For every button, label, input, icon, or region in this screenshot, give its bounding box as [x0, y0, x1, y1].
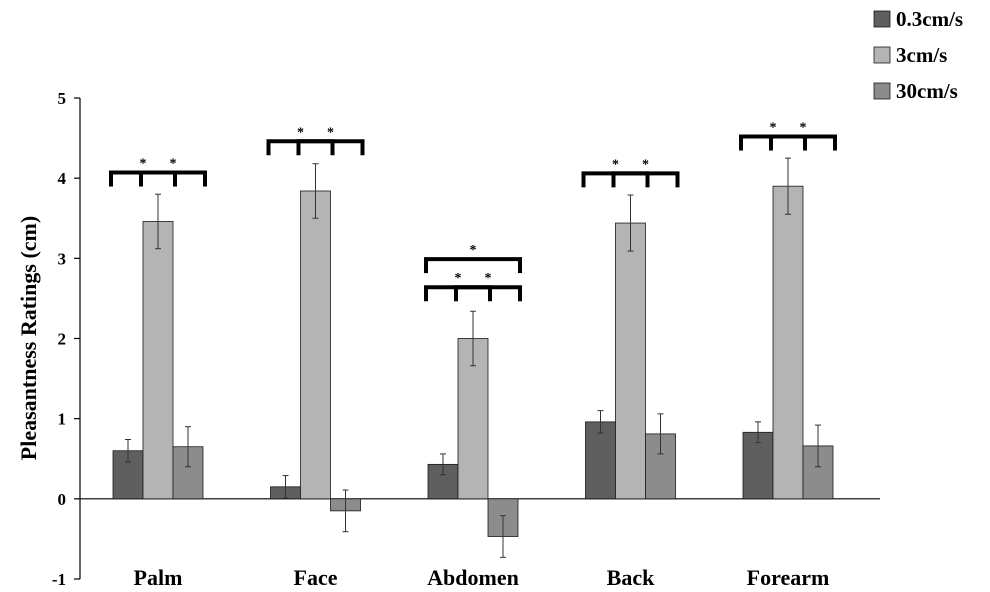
bar — [585, 421, 616, 500]
significance-brackets: * * * * * * * * * * * — [109, 120, 837, 302]
bar — [742, 431, 774, 500]
significance-star: * — [170, 157, 177, 172]
significance-star: * — [800, 120, 807, 135]
category-labels: Palm Face Abdomen Back Forearm — [134, 565, 830, 590]
bar — [615, 222, 646, 500]
significance-star: * — [327, 125, 334, 140]
category-label: Forearm — [747, 565, 830, 590]
significance-bracket — [424, 257, 522, 274]
category-label: Abdomen — [427, 565, 519, 590]
significance-star: * — [455, 271, 462, 286]
y-tick-label: 3 — [58, 249, 67, 268]
significance-star: * — [485, 271, 492, 286]
y-tick-label: -1 — [52, 570, 66, 589]
y-tick-label: 5 — [58, 89, 67, 108]
significance-star: * — [612, 157, 619, 172]
category-label: Face — [294, 565, 338, 590]
significance-star: * — [297, 125, 304, 140]
bar — [300, 190, 331, 500]
significance-bracket — [454, 285, 522, 302]
category-label: Palm — [134, 565, 183, 590]
error-bars — [125, 157, 821, 558]
category-label: Back — [607, 565, 655, 590]
legend-swatch — [873, 10, 891, 28]
significance-star: * — [770, 120, 777, 135]
significance-star: * — [642, 157, 649, 172]
y-tick-label: 2 — [58, 330, 67, 349]
y-tick-label: 0 — [58, 490, 67, 509]
legend-label: 3cm/s — [896, 43, 947, 67]
significance-bracket — [611, 171, 680, 188]
significance-bracket — [139, 170, 207, 187]
y-tick-label: 4 — [58, 169, 67, 188]
significance-bracket — [296, 139, 365, 156]
y-axis-label: Pleasantness Ratings (cm) — [16, 216, 41, 460]
legend: 0.3cm/s 3cm/s 30cm/s — [873, 7, 963, 103]
bar — [142, 221, 174, 500]
significance-bracket — [769, 134, 837, 151]
significance-star: * — [470, 243, 477, 258]
legend-swatch — [873, 46, 891, 64]
legend-label: 0.3cm/s — [896, 7, 963, 31]
y-tick-label: 1 — [58, 410, 67, 429]
legend-swatch — [873, 82, 891, 100]
legend-label: 30cm/s — [896, 79, 958, 103]
significance-star: * — [140, 157, 147, 172]
bar — [772, 185, 804, 500]
